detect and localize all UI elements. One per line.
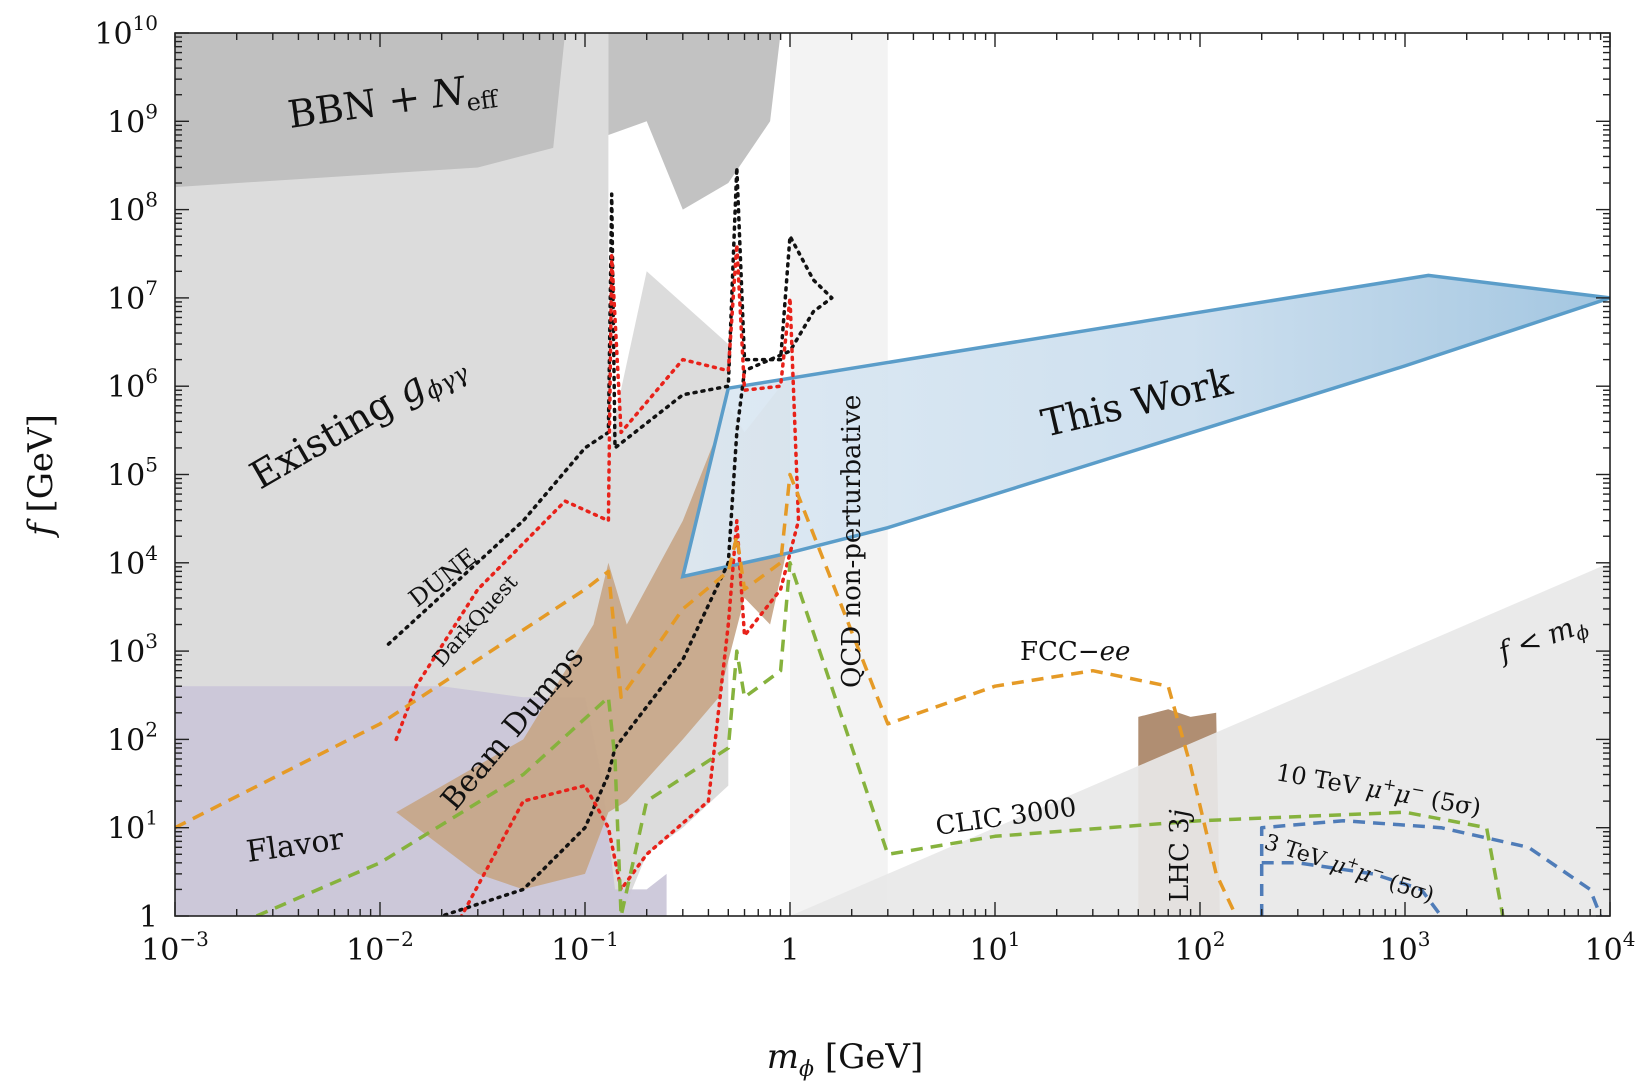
projection-curves (175, 165, 1603, 916)
curve-10-tev-5 (1259, 818, 1603, 916)
axis-tick-labels: 10−3 10−2 10−1 1 101 102 103 104 1 101 102 103 104 10… (94, 11, 1635, 968)
x-axis-label: mϕ [GeV] (767, 1037, 923, 1082)
qcd-label: QCD non-perturbative (837, 395, 867, 688)
region-f-m (790, 562, 1610, 916)
y-tick-label: 102 (107, 717, 158, 758)
y-tick-label: 106 (107, 364, 158, 405)
fcc-label: FCC−ee (1020, 637, 1130, 667)
x-tick-label: 10−3 (141, 927, 209, 968)
y-tick-label: 108 (107, 188, 158, 229)
lhc-label: LHC 3j (1165, 809, 1195, 902)
axis-ticks (174, 32, 1611, 917)
curve-fcc-ee (175, 472, 1238, 916)
x-tick-label: 104 (1585, 927, 1636, 968)
y-tick-label: 104 (107, 541, 158, 582)
x-tick-label: 102 (1175, 927, 1226, 968)
y-axis-label: f [GeV] (21, 414, 61, 539)
y-tick-label: 101 (107, 806, 158, 847)
x-tick-label: 101 (970, 927, 1021, 968)
y-tick-label: 1 (139, 900, 158, 935)
curve-clic-3000 (255, 561, 1505, 916)
region-bbn-n-eff (175, 33, 781, 210)
y-tick-label: 105 (107, 453, 158, 494)
x-tick-label: 103 (1380, 927, 1431, 968)
y-tick-label: 103 (107, 629, 158, 670)
x-tick-label: 10−2 (346, 927, 414, 968)
region-beam-dumps (396, 370, 799, 890)
curve-3-tev-5 (1261, 861, 1443, 916)
y-tick-label: 1010 (94, 11, 158, 52)
exclusion-regions (175, 33, 1610, 916)
y-tick-label: 109 (107, 99, 158, 140)
region-this-work (680, 273, 1610, 579)
x-tick-label: 1 (780, 933, 799, 968)
x-tick-label: 10−1 (551, 927, 619, 968)
y-tick-label: 107 (107, 276, 158, 317)
